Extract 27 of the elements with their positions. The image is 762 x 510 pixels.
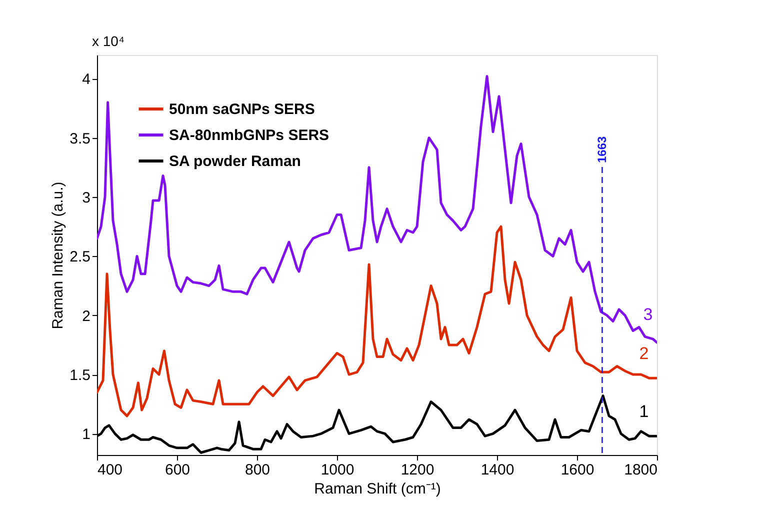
text: x 10⁴ [92, 33, 124, 49]
x-tick-label: 400 [98, 462, 123, 478]
annotation: 2 [639, 344, 649, 364]
line-series [97, 225, 657, 418]
y-tick-label: 2 [82, 308, 90, 325]
x-tick-label: 1200 [400, 462, 434, 478]
x-tick-label: 600 [164, 462, 190, 478]
y-axis-title: Raman Intensity (a.u.) [50, 182, 67, 330]
y-tick-label: 1.5 [70, 367, 90, 384]
x-axis-title: Raman Shift (cm⁻¹) [314, 480, 441, 498]
annotation: 1 [639, 402, 649, 422]
legend-label: 50nm saGNPs SERS [169, 101, 315, 118]
legend-label: SA-80nmbGNPs SERS [169, 127, 330, 144]
legend-label: SA powder Raman [169, 153, 301, 170]
y-tick-label: 2.5 [70, 248, 90, 266]
line-series [97, 75, 657, 344]
ref-line-label: 1663 [595, 136, 610, 163]
y-tick-label: 3.5 [70, 130, 90, 148]
annotation: 3 [643, 305, 653, 324]
x-tick-label: 1000 [320, 462, 354, 478]
x-tick-label: 1600 [560, 462, 594, 478]
y-tick-label: 1 [82, 426, 90, 444]
y-tick-label: 4 [82, 71, 90, 88]
x-tick-label: 800 [244, 462, 270, 478]
y-tick-label: 3 [82, 190, 90, 207]
x-tick-label: 1800 [624, 462, 658, 478]
x-tick-label: 1400 [480, 462, 514, 478]
